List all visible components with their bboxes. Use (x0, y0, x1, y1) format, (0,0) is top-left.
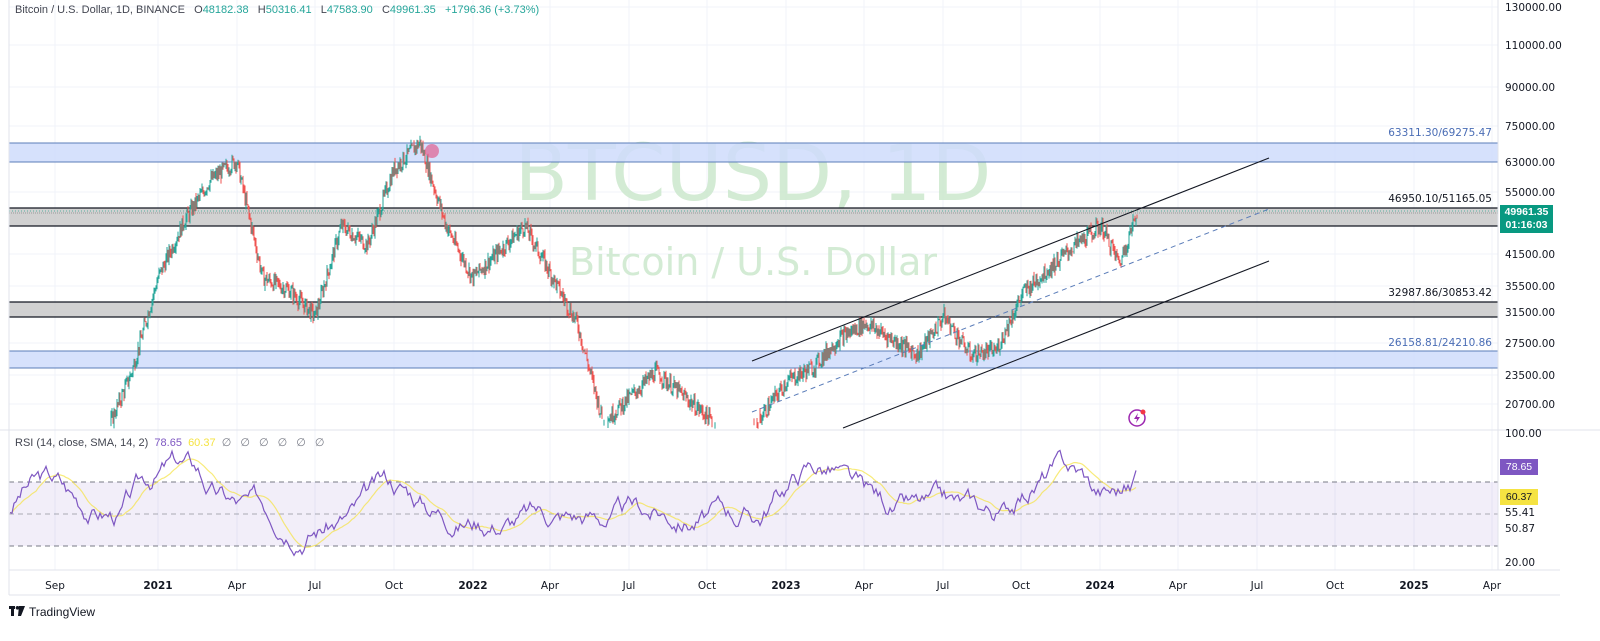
candlestick-series (110, 135, 1138, 429)
tradingview-logo[interactable]: TradingView (9, 605, 95, 619)
rsi-extra-values: ∅ ∅ ∅ ∅ ∅ ∅ (221, 437, 328, 449)
price-tick: 63000.00 (1505, 157, 1555, 169)
rsi-series (9, 449, 1137, 557)
rsi-level-label: 50.87 (1505, 523, 1535, 535)
time-tick: Oct (385, 580, 403, 592)
rsi-tick: 100.00 (1505, 428, 1542, 440)
time-tick: Apr (541, 580, 560, 592)
time-tick: Oct (1012, 580, 1030, 592)
close-label: C (381, 4, 390, 16)
time-tick: Oct (698, 580, 716, 592)
time-tick: Apr (1483, 580, 1502, 592)
trend-channel[interactable] (751, 157, 1270, 429)
time-tick: 2025 (1399, 580, 1428, 592)
rsi-band-background (9, 482, 1498, 546)
lightning-icon[interactable] (1128, 409, 1146, 427)
change-value: +1796.36 (+3.73%) (444, 4, 540, 16)
rsi-legend[interactable]: RSI (14, close, SMA, 14, 2) 78.65 60.37 … (15, 436, 328, 449)
zone-label: 63311.30/69275.47 (1388, 127, 1492, 139)
low-value: 47583.90 (326, 4, 373, 16)
channel-lower-line (842, 260, 1270, 429)
tradingview-brand: TradingView (29, 605, 96, 619)
bar-countdown: 01:16:03 (1505, 219, 1548, 231)
price-tick: 55000.00 (1505, 187, 1555, 199)
rsi-label: RSI (14, close, SMA, 14, 2) (15, 437, 149, 449)
zone-24210-26158[interactable]: 26158.81/24210.86 (9, 337, 1498, 369)
close-value: 49961.35 (389, 4, 436, 16)
time-tick: 2021 (143, 580, 172, 592)
watermark-subtitle: Bitcoin / U.S. Dollar (569, 240, 937, 284)
low-label: L (320, 4, 327, 16)
symbol-description: Bitcoin / U.S. Dollar, 1D, BINANCE (15, 4, 185, 16)
symbol-legend[interactable]: Bitcoin / U.S. Dollar, 1D, BINANCE O4818… (15, 4, 539, 16)
zone-label: 26158.81/24210.86 (1388, 337, 1492, 349)
price-tick: 31500.00 (1505, 307, 1555, 319)
high-label: H (257, 4, 266, 16)
high-value: 50316.41 (265, 4, 312, 16)
last-price-tag: 49961.35 01:16:03 (1500, 205, 1553, 233)
time-tick: 2022 (458, 580, 487, 592)
time-tick: Jul (1250, 580, 1264, 592)
time-tick: Apr (855, 580, 874, 592)
zone-63311-69275[interactable]: 63311.30/69275.47 (9, 127, 1498, 163)
time-tick: Jul (936, 580, 950, 592)
price-tick: 41500.00 (1505, 249, 1555, 261)
rsi-level-label: 55.41 (1505, 507, 1535, 519)
rsi-value: 78.65 (154, 437, 182, 449)
time-tick: 2023 (771, 580, 800, 592)
rsi-value-tag: 78.65 (1500, 459, 1538, 475)
price-tick: 110000.00 (1505, 40, 1562, 52)
price-tick: 75000.00 (1505, 121, 1555, 133)
price-tick: 27500.00 (1505, 338, 1555, 350)
open-label: O (194, 4, 203, 16)
rsi-tick: 20.00 (1505, 557, 1535, 569)
time-tick: Oct (1326, 580, 1344, 592)
open-value: 48182.38 (202, 4, 249, 16)
price-tick: 35500.00 (1505, 281, 1555, 293)
time-axis[interactable]: Sep 2021 Apr Jul Oct 2022 Apr Jul Oct 2023 Apr Jul O… (45, 580, 1502, 592)
rsi-sma-value: 60.37 (188, 437, 216, 449)
price-tick: 130000.00 (1505, 2, 1562, 14)
price-tick: 90000.00 (1505, 82, 1555, 94)
channel-upper-line (751, 157, 1270, 362)
time-tick: Jul (622, 580, 636, 592)
price-tick: 23500.00 (1505, 370, 1555, 382)
last-price: 49961.35 (1504, 206, 1549, 218)
zone-30853-32987[interactable]: 32987.86/30853.42 (9, 287, 1498, 318)
price-tick: 20700.00 (1505, 399, 1555, 411)
time-tick: Apr (228, 580, 247, 592)
time-tick: 2024 (1085, 580, 1114, 592)
time-tick: Apr (1169, 580, 1188, 592)
zone-label: 46950.10/51165.05 (1388, 193, 1492, 205)
rsi-sma-tag: 60.37 (1500, 489, 1538, 505)
ath-marker[interactable] (425, 144, 439, 158)
zone-label: 32987.86/30853.42 (1388, 287, 1492, 299)
tradingview-icon (9, 605, 25, 619)
time-tick: Jul (308, 580, 322, 592)
channel-middle-line (751, 208, 1270, 413)
rsi-line (9, 449, 1137, 557)
time-tick: Sep (45, 580, 65, 592)
price-axis[interactable]: 130000.00 110000.00 90000.00 75000.00 63000.… (1505, 2, 1562, 569)
